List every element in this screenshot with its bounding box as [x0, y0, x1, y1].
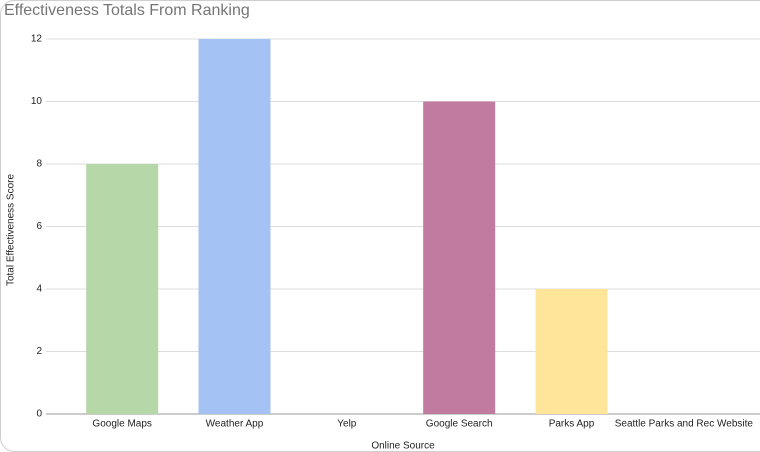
y-tick-label: 2 [36, 346, 42, 357]
chart-title: Effectiveness Totals From Ranking [4, 2, 250, 19]
x-tick-label: Weather App [206, 419, 264, 430]
bar [86, 164, 159, 414]
bar [535, 289, 608, 414]
x-tick-label: Google Maps [92, 419, 151, 430]
y-tick-label: 12 [31, 34, 43, 45]
bar [423, 101, 496, 414]
y-axis-label: Total Effectiveness Score [6, 174, 17, 287]
x-tick-label: Google Search [426, 419, 493, 430]
y-tick-label: 6 [36, 221, 42, 232]
y-tick-label: 10 [31, 96, 43, 107]
y-tick-label: 8 [36, 159, 42, 170]
bar [198, 39, 271, 414]
x-tick-label: Yelp [337, 419, 357, 430]
y-tick-label: 0 [36, 409, 42, 420]
x-axis-label: Online Source [371, 441, 435, 452]
x-tick-label: Parks App [549, 419, 595, 430]
x-tick-label: Seattle Parks and Rec Website [615, 419, 754, 430]
y-tick-label: 4 [36, 284, 42, 295]
